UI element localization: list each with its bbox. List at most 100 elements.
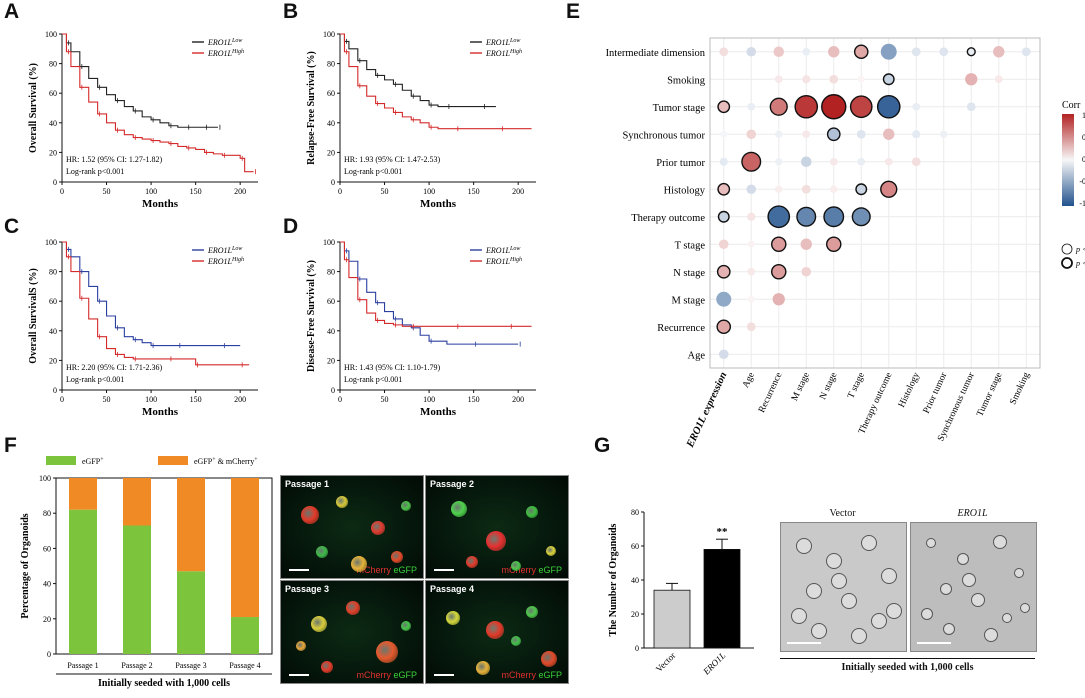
- survival-curve-high: [62, 33, 254, 173]
- km-plot-d: 0 20 40 60 80 100 0 50 100 150 200 Months Disease-Fr…: [306, 238, 536, 418]
- scale-bar: [434, 674, 454, 676]
- corr-cell: [853, 44, 869, 60]
- x-tick-label: Passage 4: [229, 661, 260, 670]
- corr-cell: [717, 210, 730, 223]
- brightfield-image-vector: [780, 522, 907, 652]
- organoid: [511, 636, 521, 646]
- x-tick-label: 0: [338, 395, 342, 404]
- y-tick-label: 80: [327, 60, 335, 69]
- corr-cell: [880, 43, 897, 60]
- corr-cell: [747, 267, 756, 276]
- x-tick-label: 150: [468, 187, 480, 196]
- corr-cell: [741, 151, 762, 172]
- corr-cell: [719, 47, 729, 57]
- correlation-plot: Intermediate dimension Smoking Tumor stage…: [606, 37, 1085, 450]
- scale-bar: [434, 569, 454, 571]
- corr-cell: [828, 46, 840, 58]
- organoid: [796, 538, 812, 554]
- legend-label: eGFP+ & mCherry+: [194, 457, 258, 466]
- organoid: [391, 551, 403, 563]
- row-label: T stage: [675, 240, 706, 251]
- x-tick-label: 50: [381, 187, 389, 196]
- corr-cell: [855, 183, 868, 196]
- image-label: Passage 2: [430, 479, 475, 489]
- survival-curve-high: [340, 241, 532, 327]
- y-tick-label: 40: [631, 576, 639, 585]
- row-label: M stage: [671, 295, 705, 306]
- panel-letter-e: E: [566, 0, 581, 23]
- g-image-caption: Initially seeded with 1,000 cells: [841, 662, 974, 673]
- log-rank: Log-rank p<0.001: [66, 375, 124, 384]
- channel-label: mCherry eGFP: [356, 670, 417, 680]
- y-axis-label: Percentage of Organoids: [20, 513, 31, 618]
- column-label: Smoking: [1008, 371, 1032, 407]
- organoid: [1020, 603, 1030, 613]
- x-tick-label: Passage 1: [67, 661, 98, 670]
- organoid: [791, 608, 807, 624]
- bar-egfp: [177, 571, 205, 654]
- organoid: [336, 496, 348, 508]
- color-scale-tick: 0.5: [1082, 133, 1085, 142]
- panel-letter-g: G: [594, 434, 611, 457]
- row-label: N stage: [673, 268, 705, 279]
- row-label: Intermediate dimension: [606, 48, 706, 59]
- log-rank: Log-rank p<0.001: [66, 167, 124, 176]
- corr-cell: [796, 206, 817, 227]
- y-tick-label: 20: [49, 148, 57, 157]
- bar-egfp-mcherry: [231, 478, 259, 618]
- organoid: [962, 573, 976, 587]
- legend-label: ERO1LLow: [485, 246, 520, 255]
- corr-cell: [767, 205, 791, 229]
- corr-cell: [746, 129, 757, 140]
- bar-egfp-mcherry: [177, 478, 205, 572]
- corr-cell: [775, 130, 783, 138]
- panel-letter-a: A: [4, 0, 20, 23]
- corr-cell: [830, 185, 838, 193]
- brightfield-image-ero1l: [910, 522, 1037, 652]
- organoid: [943, 623, 955, 635]
- plot-frame: [55, 477, 273, 655]
- corr-cell: [829, 74, 839, 84]
- column-label: Recurrence: [757, 371, 784, 414]
- y-tick-label: 100: [323, 30, 335, 39]
- y-axis-label: The Number of Organoids: [608, 523, 619, 636]
- corr-cell: [826, 127, 841, 142]
- y-axis-label: Overall Survival (%): [28, 63, 39, 153]
- image-label: Passage 3: [285, 584, 330, 594]
- corr-cell: [884, 157, 893, 166]
- corr-cell: [801, 266, 812, 277]
- fluorescence-image-passage-4: Passage 4 mCherry eGFP: [425, 580, 569, 684]
- corr-cell: [716, 319, 732, 335]
- organoid: [526, 506, 538, 518]
- channel-label: mCherry eGFP: [501, 670, 562, 680]
- corr-cell: [801, 184, 811, 194]
- organoid: [546, 546, 556, 556]
- survival-curve-high: [340, 33, 532, 130]
- corr-cell: [829, 157, 838, 166]
- corr-cell: [857, 75, 865, 83]
- significance-marker: **: [717, 526, 729, 538]
- legend-label: ERO1LLow: [485, 38, 520, 47]
- row-label: Tumor stage: [653, 103, 706, 114]
- organoid: [486, 531, 506, 551]
- corr-cell: [775, 185, 783, 193]
- x-tick-label: 100: [423, 395, 435, 404]
- log-rank: Log-rank p<0.001: [344, 167, 402, 176]
- corr-cell: [911, 157, 921, 167]
- corr-cell: [718, 239, 729, 250]
- y-tick-label: 60: [327, 297, 335, 306]
- y-tick-label: 100: [45, 238, 57, 247]
- x-tick-label: 200: [234, 187, 246, 196]
- y-tick-label: 100: [45, 30, 57, 39]
- organoid: [971, 593, 985, 607]
- km-plot-c: 0 20 40 60 80 100 0 50 100 150 200 Months Overall Su…: [28, 238, 258, 418]
- corr-cell: [939, 47, 949, 57]
- y-tick-label: 40: [49, 327, 57, 336]
- x-tick-label: Vector: [654, 650, 678, 674]
- organoid: [851, 628, 867, 644]
- x-tick-label: 100: [145, 395, 157, 404]
- bar-egfp-mcherry: [123, 478, 151, 526]
- row-label: Age: [688, 350, 706, 361]
- corr-cell: [912, 130, 921, 139]
- corr-cell: [770, 263, 787, 280]
